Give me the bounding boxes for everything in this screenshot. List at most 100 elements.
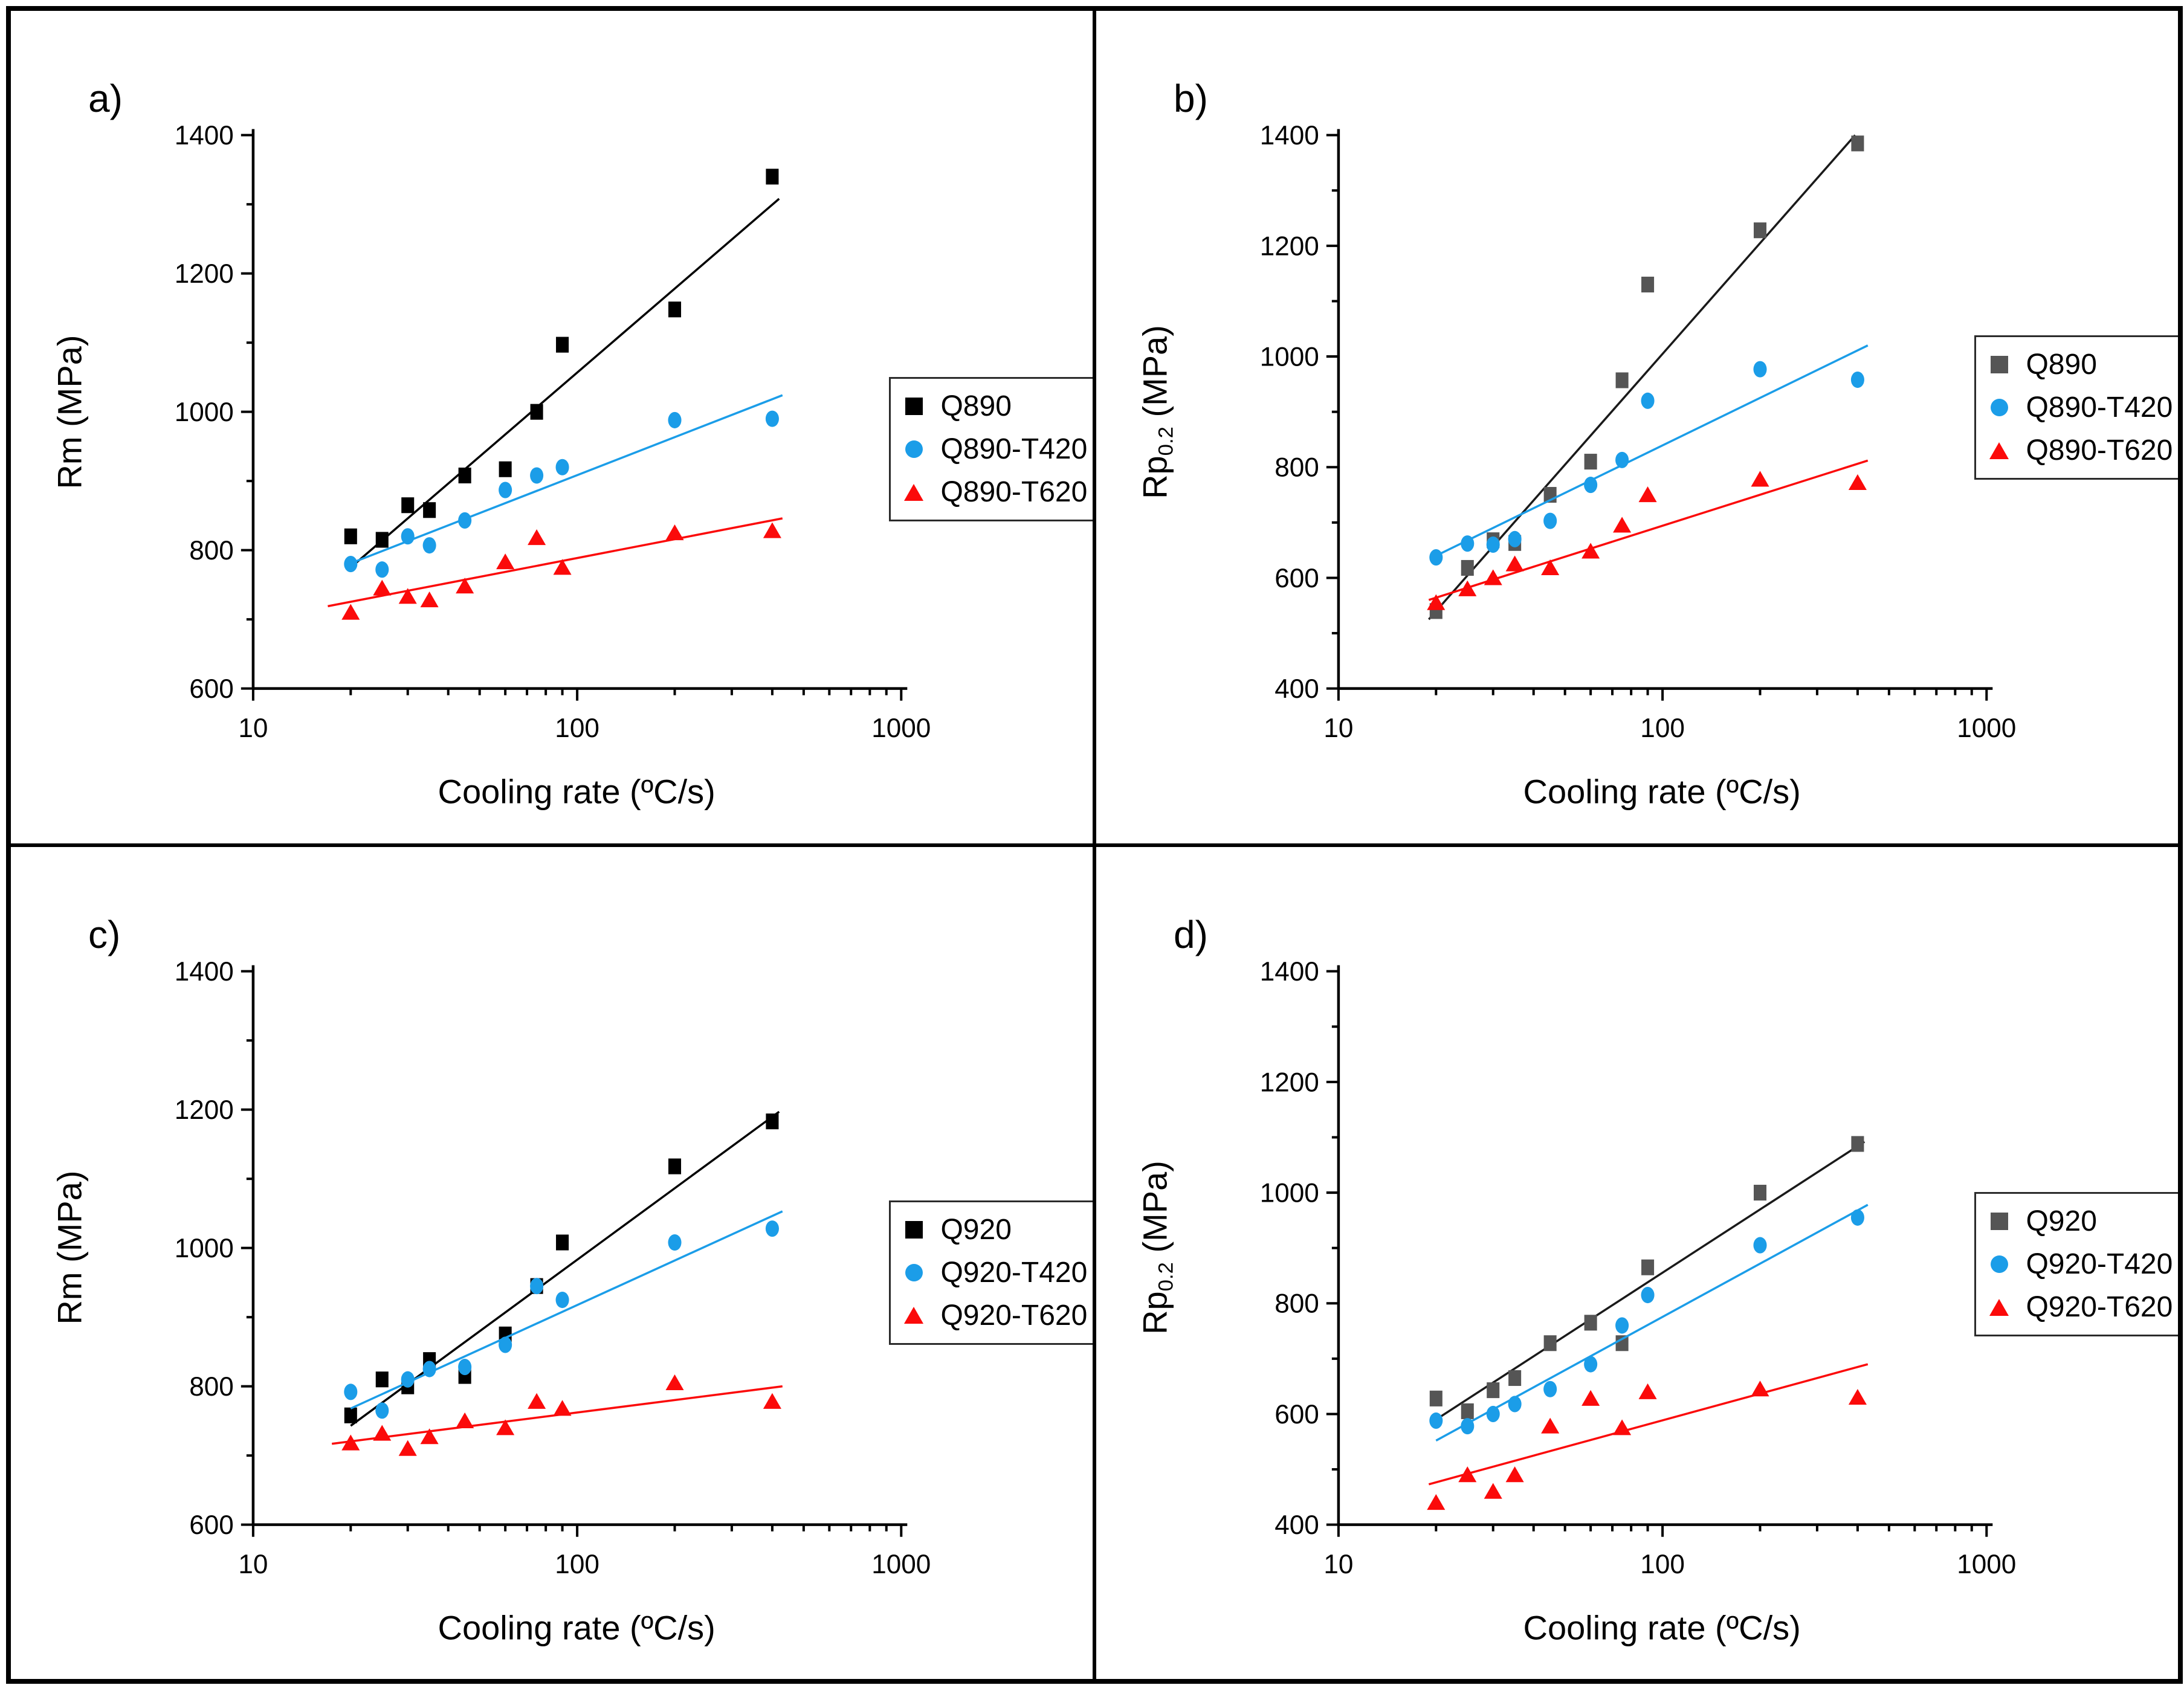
ticks — [241, 970, 903, 1537]
data-point — [763, 522, 781, 538]
data-point — [1641, 276, 1655, 293]
panel-c-chart: 10 100 1000 600 800 1000 1200 1400 — [175, 957, 931, 1579]
data-point — [1486, 536, 1500, 553]
data-point — [1484, 569, 1502, 585]
data-point — [423, 502, 436, 518]
data-point — [1584, 1355, 1598, 1373]
y-tick-label: 800 — [189, 536, 234, 565]
data-point — [665, 524, 684, 541]
data-point — [556, 1234, 569, 1251]
legend-label: Q920 — [2026, 1205, 2097, 1238]
y-title-subscript: 0.2 — [1154, 427, 1178, 456]
data-point — [528, 529, 546, 546]
y-title-text: Rp — [1136, 456, 1174, 499]
data-point — [1641, 392, 1655, 409]
data-point — [555, 459, 569, 475]
y-tick-label: 600 — [189, 1510, 234, 1540]
y-tick-label: 400 — [1275, 1510, 1319, 1540]
data-point — [1638, 1383, 1657, 1399]
data-point — [1851, 1135, 1864, 1152]
data-point — [456, 578, 474, 594]
data-point — [1848, 1388, 1867, 1405]
data-point — [1486, 1405, 1500, 1422]
data-point — [1615, 1335, 1629, 1351]
data-point — [420, 591, 439, 608]
x-tick-label: 100 — [555, 1549, 599, 1579]
fit-line — [350, 198, 780, 569]
axes — [1337, 129, 1993, 690]
legend-label: Q920-T420 — [2026, 1248, 2173, 1281]
data-point — [528, 1393, 546, 1409]
panel-c-y-axis-title: Rm (MPa) — [50, 1171, 92, 1325]
data-point — [499, 461, 512, 477]
swatch — [903, 483, 925, 501]
fit-line — [350, 1110, 780, 1426]
legend-item: Q890-T420 — [1988, 391, 2173, 424]
swatch — [1988, 1213, 2010, 1231]
legend-label: Q890 — [940, 390, 1012, 423]
data-point — [499, 1336, 512, 1353]
data-point — [1581, 1390, 1600, 1406]
triangle-marker-icon — [904, 483, 924, 501]
y-title-units: (MPa) — [50, 335, 89, 437]
y-tick-label: 1400 — [175, 121, 234, 150]
series-Q920 — [1429, 1135, 1866, 1420]
data-point — [341, 1434, 360, 1451]
panel-b-x-axis-title: Cooling rate (ºC/s) — [1523, 772, 1801, 811]
series-Q920-T420 — [344, 1210, 783, 1419]
data-point — [458, 467, 471, 484]
data-point — [344, 1383, 358, 1400]
x-tick-label: 1000 — [871, 1549, 931, 1579]
legend-label: Q920-T620 — [940, 1299, 1088, 1332]
circle-marker-icon — [1990, 1255, 2008, 1274]
y-title-text: Rp — [1136, 1291, 1174, 1335]
legend-label: Q920-T620 — [2026, 1291, 2173, 1324]
data-point — [1581, 543, 1600, 559]
panel-b-y-axis-title: Rp0.2 (MPa) — [1135, 325, 1178, 499]
data-point — [401, 528, 415, 545]
data-point — [1850, 371, 1864, 388]
circle-marker-icon — [1990, 399, 2008, 417]
data-point — [422, 1360, 436, 1377]
data-point — [398, 588, 417, 604]
legend-item: Q890-T420 — [903, 433, 1087, 466]
data-point — [530, 1277, 544, 1294]
y-tick-label: 1200 — [1260, 1068, 1319, 1097]
y-tick-label: 1400 — [175, 957, 234, 987]
data-point — [1613, 517, 1632, 533]
data-point — [1641, 1259, 1655, 1275]
data-point — [1543, 512, 1557, 529]
data-point — [530, 404, 543, 420]
legend-label: Q890-T420 — [2026, 391, 2173, 424]
swatch — [903, 1263, 925, 1281]
panel-d-chart: 10 100 1000 400 600 800 1000 1200 1400 — [1260, 957, 2017, 1579]
y-tick-label: 1200 — [175, 259, 234, 289]
fit-line — [1428, 459, 1869, 601]
data-point — [496, 1419, 515, 1435]
y-title-units: (MPa) — [50, 1170, 89, 1272]
y-title-subscript: 0.2 — [1154, 1262, 1178, 1292]
data-point — [1429, 549, 1443, 566]
y-tick-label: 800 — [189, 1372, 234, 1402]
circle-marker-icon — [905, 440, 923, 459]
data-point — [1851, 135, 1864, 152]
axes — [251, 965, 908, 1526]
legend-item: Q920-T420 — [1988, 1248, 2173, 1281]
data-point — [341, 604, 360, 620]
series-Q890-T420 — [344, 394, 783, 578]
fit-line — [1428, 134, 1856, 620]
data-point — [420, 1428, 439, 1444]
data-point — [1615, 451, 1629, 468]
data-point — [1427, 1493, 1446, 1510]
tick-labels: 10 100 1000 400 600 800 1000 1200 1400 — [1260, 121, 2017, 743]
panel-d-y-axis-title: Rp0.2 (MPa) — [1135, 1161, 1178, 1335]
x-tick-label: 100 — [1640, 714, 1685, 743]
panel-a-y-axis-title: Rm (MPa) — [50, 335, 92, 489]
data-point — [1458, 580, 1477, 596]
y-tick-label: 1200 — [1260, 231, 1319, 261]
legend-item: Q890-T620 — [1988, 434, 2173, 467]
data-point — [344, 556, 358, 573]
data-point — [398, 1440, 417, 1456]
panel-a-chart: 10 100 1000 600 800 1000 1200 1400 — [175, 121, 931, 743]
series-Q890-T620 — [1427, 459, 1869, 610]
